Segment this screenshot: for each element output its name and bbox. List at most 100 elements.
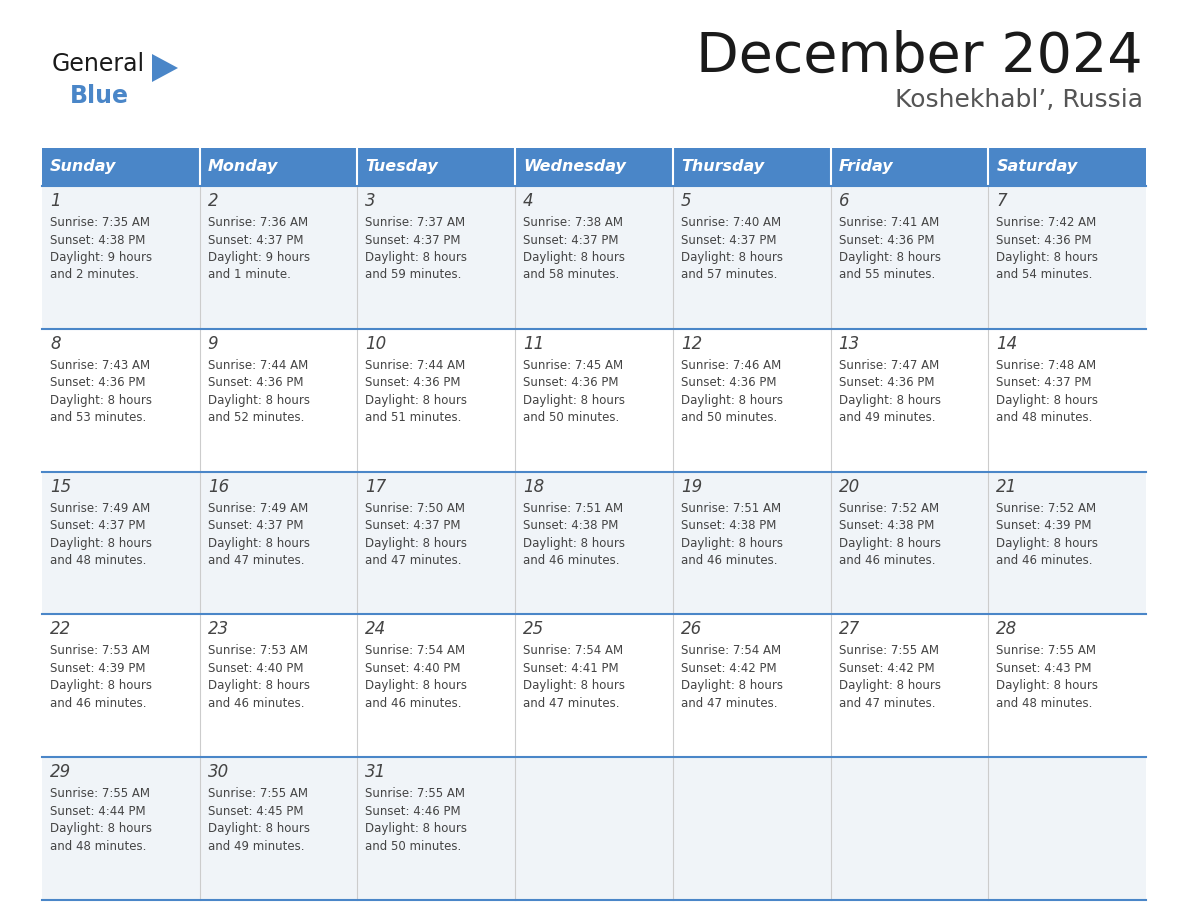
Text: Sunrise: 7:51 AM: Sunrise: 7:51 AM xyxy=(681,501,781,515)
Text: and 48 minutes.: and 48 minutes. xyxy=(50,840,146,853)
Text: Daylight: 8 hours: Daylight: 8 hours xyxy=(523,394,625,407)
Text: 6: 6 xyxy=(839,192,849,210)
Text: Daylight: 8 hours: Daylight: 8 hours xyxy=(50,679,152,692)
Text: and 52 minutes.: and 52 minutes. xyxy=(208,411,304,424)
Text: and 46 minutes.: and 46 minutes. xyxy=(997,554,1093,567)
Text: 11: 11 xyxy=(523,335,544,353)
Text: Sunrise: 7:48 AM: Sunrise: 7:48 AM xyxy=(997,359,1097,372)
Text: Sunset: 4:38 PM: Sunset: 4:38 PM xyxy=(50,233,145,247)
Text: 27: 27 xyxy=(839,621,860,638)
Text: Sunset: 4:42 PM: Sunset: 4:42 PM xyxy=(681,662,777,675)
Text: and 2 minutes.: and 2 minutes. xyxy=(50,268,139,282)
Text: Sunrise: 7:51 AM: Sunrise: 7:51 AM xyxy=(523,501,624,515)
Text: Sunset: 4:43 PM: Sunset: 4:43 PM xyxy=(997,662,1092,675)
Text: 21: 21 xyxy=(997,477,1018,496)
Bar xyxy=(42,472,1146,614)
Text: and 50 minutes.: and 50 minutes. xyxy=(681,411,777,424)
Text: Sunrise: 7:46 AM: Sunrise: 7:46 AM xyxy=(681,359,781,372)
Text: and 50 minutes.: and 50 minutes. xyxy=(523,411,619,424)
Text: Monday: Monday xyxy=(208,160,278,174)
Text: Sunrise: 7:55 AM: Sunrise: 7:55 AM xyxy=(366,788,466,800)
Text: and 1 minute.: and 1 minute. xyxy=(208,268,291,282)
Text: Sunrise: 7:36 AM: Sunrise: 7:36 AM xyxy=(208,216,308,229)
Text: 25: 25 xyxy=(523,621,544,638)
Text: Sunset: 4:37 PM: Sunset: 4:37 PM xyxy=(366,233,461,247)
Text: 20: 20 xyxy=(839,477,860,496)
Text: Daylight: 8 hours: Daylight: 8 hours xyxy=(523,679,625,692)
Text: 5: 5 xyxy=(681,192,691,210)
Bar xyxy=(42,186,1146,329)
Text: Sunset: 4:36 PM: Sunset: 4:36 PM xyxy=(839,233,934,247)
Text: and 59 minutes.: and 59 minutes. xyxy=(366,268,462,282)
Text: Daylight: 8 hours: Daylight: 8 hours xyxy=(50,394,152,407)
Text: 17: 17 xyxy=(366,477,386,496)
Text: and 47 minutes.: and 47 minutes. xyxy=(208,554,304,567)
Text: Daylight: 8 hours: Daylight: 8 hours xyxy=(839,251,941,264)
Text: 14: 14 xyxy=(997,335,1018,353)
Text: Sunset: 4:36 PM: Sunset: 4:36 PM xyxy=(681,376,776,389)
Text: Sunset: 4:39 PM: Sunset: 4:39 PM xyxy=(997,519,1092,532)
Text: Sunset: 4:37 PM: Sunset: 4:37 PM xyxy=(208,233,303,247)
Text: Sunset: 4:36 PM: Sunset: 4:36 PM xyxy=(208,376,303,389)
Text: Sunset: 4:36 PM: Sunset: 4:36 PM xyxy=(523,376,619,389)
Text: 13: 13 xyxy=(839,335,860,353)
Bar xyxy=(672,148,830,186)
Text: Sunrise: 7:38 AM: Sunrise: 7:38 AM xyxy=(523,216,624,229)
Text: Daylight: 9 hours: Daylight: 9 hours xyxy=(208,251,310,264)
Text: Sunrise: 7:49 AM: Sunrise: 7:49 AM xyxy=(208,501,308,515)
Text: 18: 18 xyxy=(523,477,544,496)
Text: and 58 minutes.: and 58 minutes. xyxy=(523,268,619,282)
Text: and 46 minutes.: and 46 minutes. xyxy=(366,697,462,710)
Text: and 46 minutes.: and 46 minutes. xyxy=(839,554,935,567)
Text: Daylight: 8 hours: Daylight: 8 hours xyxy=(366,679,467,692)
Text: Wednesday: Wednesday xyxy=(523,160,626,174)
Text: 28: 28 xyxy=(997,621,1018,638)
Text: Sunrise: 7:54 AM: Sunrise: 7:54 AM xyxy=(366,644,466,657)
Text: 31: 31 xyxy=(366,763,386,781)
Text: Sunset: 4:37 PM: Sunset: 4:37 PM xyxy=(366,519,461,532)
Text: and 53 minutes.: and 53 minutes. xyxy=(50,411,146,424)
Text: Sunrise: 7:54 AM: Sunrise: 7:54 AM xyxy=(523,644,624,657)
Text: Sunrise: 7:49 AM: Sunrise: 7:49 AM xyxy=(50,501,150,515)
Text: Sunrise: 7:47 AM: Sunrise: 7:47 AM xyxy=(839,359,939,372)
Text: and 49 minutes.: and 49 minutes. xyxy=(208,840,304,853)
Text: and 46 minutes.: and 46 minutes. xyxy=(208,697,304,710)
Bar xyxy=(42,757,1146,900)
Text: Daylight: 8 hours: Daylight: 8 hours xyxy=(523,537,625,550)
Text: and 57 minutes.: and 57 minutes. xyxy=(681,268,777,282)
Text: Sunrise: 7:50 AM: Sunrise: 7:50 AM xyxy=(366,501,466,515)
Text: and 47 minutes.: and 47 minutes. xyxy=(839,697,935,710)
Text: Sunrise: 7:37 AM: Sunrise: 7:37 AM xyxy=(366,216,466,229)
Text: Saturday: Saturday xyxy=(997,160,1078,174)
Text: Daylight: 8 hours: Daylight: 8 hours xyxy=(681,679,783,692)
Text: Sunrise: 7:35 AM: Sunrise: 7:35 AM xyxy=(50,216,150,229)
Text: Friday: Friday xyxy=(839,160,893,174)
Text: Daylight: 8 hours: Daylight: 8 hours xyxy=(839,394,941,407)
Text: and 47 minutes.: and 47 minutes. xyxy=(366,554,462,567)
Text: 19: 19 xyxy=(681,477,702,496)
Text: Thursday: Thursday xyxy=(681,160,764,174)
Text: 3: 3 xyxy=(366,192,377,210)
Text: Sunrise: 7:44 AM: Sunrise: 7:44 AM xyxy=(208,359,308,372)
Text: Sunset: 4:37 PM: Sunset: 4:37 PM xyxy=(208,519,303,532)
Text: Koshekhabl’, Russia: Koshekhabl’, Russia xyxy=(895,88,1143,112)
Text: Daylight: 8 hours: Daylight: 8 hours xyxy=(997,394,1098,407)
Text: Sunset: 4:38 PM: Sunset: 4:38 PM xyxy=(839,519,934,532)
Text: Daylight: 8 hours: Daylight: 8 hours xyxy=(366,394,467,407)
Text: Sunrise: 7:52 AM: Sunrise: 7:52 AM xyxy=(839,501,939,515)
Text: 4: 4 xyxy=(523,192,533,210)
Text: Daylight: 8 hours: Daylight: 8 hours xyxy=(208,679,310,692)
Text: Sunset: 4:37 PM: Sunset: 4:37 PM xyxy=(681,233,776,247)
Text: Daylight: 8 hours: Daylight: 8 hours xyxy=(997,679,1098,692)
Text: Sunset: 4:39 PM: Sunset: 4:39 PM xyxy=(50,662,145,675)
Text: Blue: Blue xyxy=(70,84,129,108)
Text: Daylight: 8 hours: Daylight: 8 hours xyxy=(366,251,467,264)
Text: 8: 8 xyxy=(50,335,61,353)
Text: and 48 minutes.: and 48 minutes. xyxy=(50,554,146,567)
Text: Sunset: 4:36 PM: Sunset: 4:36 PM xyxy=(366,376,461,389)
Text: Sunrise: 7:55 AM: Sunrise: 7:55 AM xyxy=(208,788,308,800)
Text: Sunset: 4:37 PM: Sunset: 4:37 PM xyxy=(50,519,145,532)
Text: Daylight: 8 hours: Daylight: 8 hours xyxy=(50,537,152,550)
Text: Sunset: 4:42 PM: Sunset: 4:42 PM xyxy=(839,662,934,675)
Bar xyxy=(830,148,988,186)
